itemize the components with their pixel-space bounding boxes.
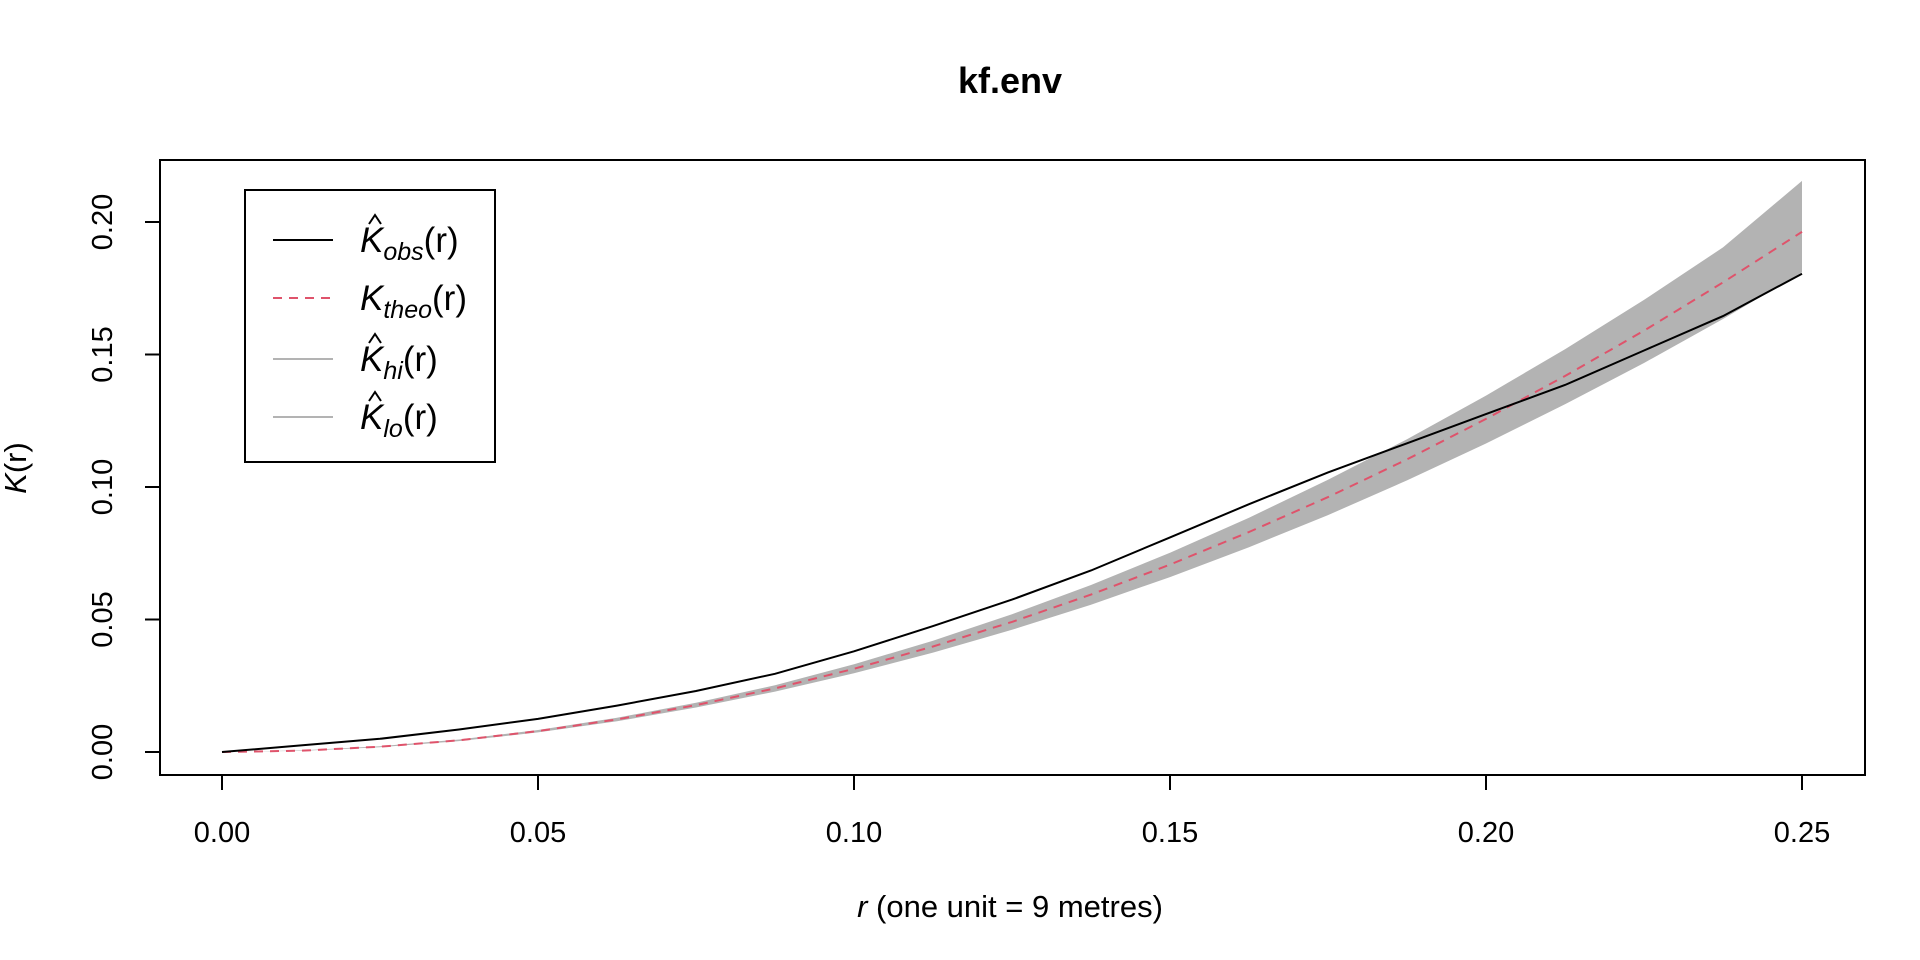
x-tick-label: 0.05 [510, 817, 566, 849]
legend-hat [368, 332, 382, 344]
legend-label-theo: Ktheo(r) [360, 279, 467, 324]
legend-subscript: lo [383, 415, 403, 443]
legend-symbol: K [360, 279, 385, 318]
x-axis-label-variable: r [857, 889, 869, 924]
y-tick-label: 0.20 [87, 194, 119, 250]
y-tick-label: 0.05 [87, 591, 119, 647]
series-lines-layer [221, 230, 1803, 753]
x-axis: 0.00 0.05 0.10 0.15 0.20 0.25 [194, 774, 1830, 849]
legend-symbol: K [360, 221, 385, 260]
y-axis: 0.00 0.05 0.10 0.15 0.20 [87, 194, 161, 780]
legend-subscript: theo [383, 296, 432, 324]
y-axis-label-arg: (r) [0, 442, 33, 473]
legend-item-hi: Khi(r) [273, 332, 438, 385]
legend-arg: (r) [432, 279, 467, 318]
legend-item-theo: Ktheo(r) [273, 279, 467, 324]
legend-subscript: hi [383, 357, 404, 385]
x-tick-label: 0.00 [194, 817, 250, 849]
legend-label-hi: Khi(r) [360, 340, 438, 385]
y-tick-label: 0.15 [87, 326, 119, 382]
chart-title: kf.env [958, 60, 1062, 101]
x-tick-label: 0.15 [1142, 817, 1198, 849]
x-tick-label: 0.20 [1458, 817, 1514, 849]
legend-hat [368, 390, 382, 402]
legend-symbol: K [360, 340, 385, 379]
legend-item-lo: Klo(r) [273, 390, 438, 443]
legend-hat [368, 213, 382, 225]
legend-subscript: obs [383, 238, 423, 266]
legend-arg: (r) [403, 398, 438, 437]
legend-arg: (r) [403, 340, 438, 379]
series-line-theo [221, 230, 1803, 753]
y-tick-label: 0.00 [87, 724, 119, 780]
legend-symbol: K [360, 398, 385, 437]
y-tick-label: 0.10 [87, 459, 119, 515]
y-axis-label-fn: K [0, 472, 33, 494]
legend-label-obs: Kobs(r) [360, 221, 459, 266]
x-axis-label: r (one unit = 9 metres) [857, 889, 1163, 924]
legend-label-lo: Klo(r) [360, 398, 438, 443]
series-line-obs [221, 272, 1803, 753]
legend: Kobs(r)Ktheo(r)Khi(r)Klo(r) [244, 189, 496, 463]
legend-item-obs: Kobs(r) [273, 213, 459, 266]
x-axis-label-unit: (one unit = 9 metres) [867, 889, 1163, 924]
legend-arg: (r) [424, 221, 459, 260]
x-tick-label: 0.10 [826, 817, 882, 849]
x-tick-label: 0.25 [1774, 817, 1830, 849]
y-axis-label: K(r) [0, 442, 33, 494]
